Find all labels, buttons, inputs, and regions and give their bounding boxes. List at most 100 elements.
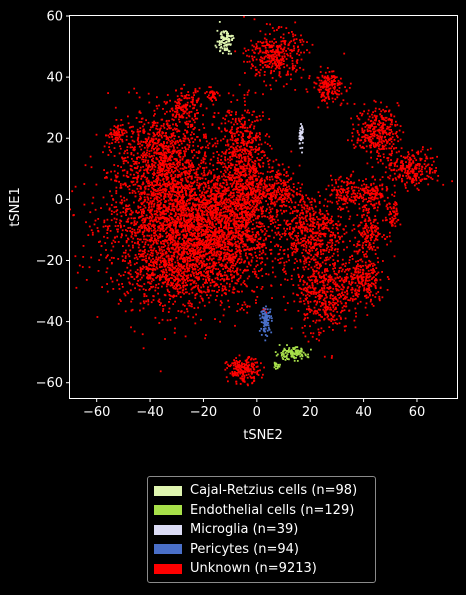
data-point bbox=[147, 164, 150, 167]
data-point bbox=[186, 260, 189, 262]
data-point bbox=[240, 145, 242, 148]
data-point bbox=[165, 207, 168, 209]
data-point bbox=[175, 113, 178, 115]
data-point bbox=[205, 229, 207, 231]
data-point bbox=[218, 256, 221, 259]
data-point bbox=[268, 159, 271, 162]
data-point bbox=[181, 195, 183, 198]
data-point bbox=[178, 213, 181, 216]
data-point bbox=[127, 277, 130, 280]
data-point bbox=[182, 168, 185, 170]
data-point bbox=[136, 152, 139, 155]
data-point bbox=[246, 257, 249, 260]
data-point bbox=[249, 132, 251, 135]
data-point bbox=[233, 177, 235, 180]
data-point bbox=[231, 207, 234, 210]
data-point bbox=[167, 170, 170, 172]
data-point bbox=[216, 276, 219, 279]
data-point bbox=[181, 202, 183, 205]
data-point bbox=[177, 219, 180, 221]
data-point bbox=[252, 238, 255, 241]
data-point bbox=[176, 107, 179, 109]
data-point bbox=[146, 234, 149, 237]
data-point bbox=[189, 217, 192, 219]
data-point bbox=[226, 205, 229, 208]
data-point bbox=[140, 175, 143, 178]
data-point bbox=[246, 265, 249, 268]
data-point bbox=[98, 241, 100, 243]
data-point bbox=[215, 227, 218, 230]
data-point bbox=[191, 162, 193, 165]
data-point bbox=[155, 184, 158, 186]
data-point bbox=[177, 231, 180, 234]
data-point bbox=[155, 234, 158, 236]
data-point bbox=[185, 224, 188, 227]
data-point bbox=[149, 274, 152, 276]
data-point bbox=[235, 254, 238, 256]
data-point bbox=[211, 145, 214, 148]
data-point bbox=[211, 227, 213, 230]
data-point bbox=[140, 208, 142, 211]
data-point bbox=[229, 151, 232, 154]
data-point bbox=[243, 219, 246, 221]
data-point bbox=[117, 172, 119, 175]
data-point bbox=[149, 275, 152, 278]
data-point bbox=[183, 171, 185, 173]
data-point bbox=[163, 180, 165, 183]
data-point bbox=[271, 178, 274, 181]
data-point bbox=[223, 190, 226, 193]
data-point bbox=[193, 197, 195, 199]
data-point bbox=[269, 216, 272, 219]
data-point bbox=[169, 99, 171, 102]
data-point bbox=[274, 225, 276, 228]
data-point bbox=[119, 187, 122, 189]
data-point bbox=[166, 239, 169, 242]
data-point bbox=[175, 200, 178, 202]
data-point bbox=[252, 148, 255, 151]
data-point bbox=[180, 182, 183, 184]
data-point bbox=[189, 220, 192, 222]
data-point bbox=[184, 121, 186, 124]
data-point bbox=[146, 144, 148, 147]
data-point bbox=[196, 179, 199, 182]
data-point bbox=[187, 221, 190, 224]
data-point bbox=[232, 288, 235, 291]
data-point bbox=[126, 266, 129, 269]
data-point bbox=[176, 124, 178, 127]
data-point bbox=[113, 147, 116, 149]
data-point bbox=[244, 164, 246, 167]
data-point bbox=[179, 108, 182, 110]
data-point bbox=[178, 144, 181, 146]
data-point bbox=[136, 228, 139, 231]
data-point bbox=[189, 213, 192, 216]
data-point bbox=[189, 234, 192, 236]
data-point bbox=[203, 210, 206, 213]
data-point bbox=[238, 230, 240, 233]
data-point bbox=[196, 203, 199, 206]
data-point bbox=[191, 287, 194, 290]
data-point bbox=[202, 299, 204, 302]
data-point bbox=[168, 259, 171, 261]
data-point bbox=[142, 221, 145, 224]
data-point bbox=[121, 229, 124, 232]
data-point bbox=[105, 249, 107, 251]
data-point bbox=[170, 237, 173, 240]
data-point bbox=[168, 269, 171, 272]
data-point bbox=[159, 182, 161, 185]
data-point bbox=[235, 220, 237, 223]
data-point bbox=[212, 245, 215, 248]
data-point bbox=[115, 201, 118, 204]
data-point bbox=[158, 236, 161, 239]
data-point bbox=[171, 118, 174, 121]
data-point bbox=[232, 174, 234, 177]
data-point bbox=[112, 199, 115, 201]
data-point bbox=[240, 227, 242, 230]
data-point bbox=[191, 125, 194, 127]
data-point bbox=[160, 241, 162, 243]
data-point bbox=[219, 214, 222, 217]
data-point bbox=[148, 217, 150, 220]
data-point bbox=[141, 144, 143, 147]
data-point bbox=[256, 119, 258, 122]
data-point bbox=[178, 115, 181, 117]
data-point bbox=[183, 218, 186, 221]
